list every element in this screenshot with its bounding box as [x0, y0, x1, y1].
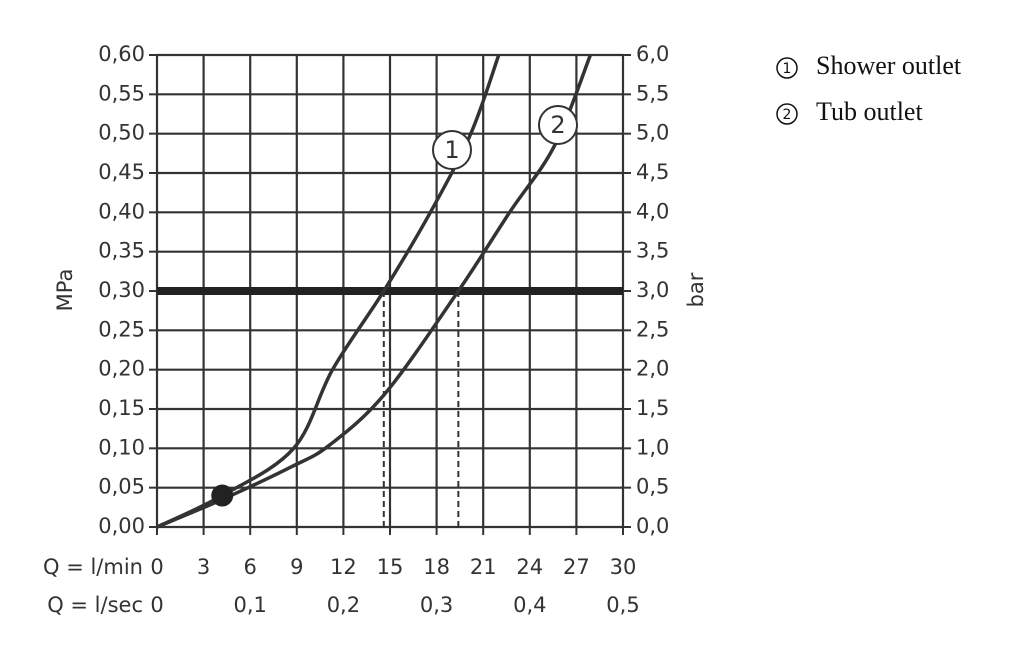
- y-tick-label: 0,05: [98, 475, 145, 499]
- curve-label-circle: [432, 130, 472, 170]
- y2-axis-title: bar: [684, 272, 708, 307]
- y-tick-label: 0,55: [98, 81, 145, 105]
- x2-tick-label: 0,2: [327, 593, 360, 617]
- y2-tick-label: 0,0: [636, 514, 669, 538]
- x-tick-label: 3: [197, 555, 210, 579]
- x-tick-label: 24: [516, 555, 543, 579]
- y2-tick-label: 4,5: [636, 160, 669, 184]
- legend-symbol-label: 2: [783, 107, 792, 123]
- x2-tick-label: 0,4: [513, 593, 546, 617]
- y2-tick-label: 1,5: [636, 396, 669, 420]
- y2-tick-label: 2,5: [636, 317, 669, 341]
- legend-label: Shower outlet: [816, 51, 962, 80]
- y2-tick-label: 4,0: [636, 199, 669, 223]
- x-tick-label: 27: [563, 555, 590, 579]
- y2-tick-label: 0,5: [636, 475, 669, 499]
- y2-tick-label: 3,0: [636, 278, 669, 302]
- y-tick-label: 0,40: [98, 199, 145, 223]
- legend-symbol: [776, 57, 798, 79]
- y-tick-label: 0,35: [98, 239, 145, 263]
- y2-tick-label: 1,0: [636, 435, 669, 459]
- y-tick-label: 0,15: [98, 396, 145, 420]
- x-tick-label: 30: [610, 555, 637, 579]
- y2-tick-label: 6,0: [636, 42, 669, 66]
- highlight-point: [211, 484, 234, 507]
- legend-label: Tub outlet: [816, 97, 923, 126]
- y-tick-label: 0,25: [98, 317, 145, 341]
- x-tick-label: 15: [377, 555, 404, 579]
- y-tick-label: 0,20: [98, 357, 145, 381]
- x2-axis-title: Q = l/sec: [47, 593, 143, 617]
- curve-label-circle: [538, 105, 578, 145]
- y2-tick-label: 5,5: [636, 81, 669, 105]
- y-tick-label: 0,60: [98, 42, 145, 66]
- y-tick-label: 0,50: [98, 121, 145, 145]
- x-tick-label: 0: [150, 555, 163, 579]
- x-tick-label: 21: [470, 555, 497, 579]
- y-tick-label: 0,30: [98, 278, 145, 302]
- legend-symbol-label: 1: [783, 61, 792, 77]
- x2-tick-label: 0,5: [606, 593, 639, 617]
- x-tick-label: 12: [330, 555, 357, 579]
- legend-symbol: [776, 103, 798, 125]
- x-tick-label: 6: [244, 555, 257, 579]
- x2-tick-label: 0: [150, 593, 163, 617]
- x-tick-label: 18: [423, 555, 450, 579]
- y-tick-label: 0,45: [98, 160, 145, 184]
- y2-tick-label: 5,0: [636, 121, 669, 145]
- curve-label: 2: [550, 111, 565, 139]
- x2-tick-label: 0,1: [233, 593, 266, 617]
- x-tick-label: 9: [290, 555, 303, 579]
- y2-tick-label: 3,5: [636, 239, 669, 263]
- x2-tick-label: 0,3: [420, 593, 453, 617]
- y-axis-title: MPa: [53, 269, 77, 312]
- y-tick-label: 0,10: [98, 435, 145, 459]
- y2-tick-label: 2,0: [636, 357, 669, 381]
- series-line: [156, 54, 593, 529]
- curve-label: 1: [444, 136, 459, 164]
- y-tick-label: 0,00: [98, 514, 145, 538]
- x-axis-title: Q = l/min: [43, 555, 143, 579]
